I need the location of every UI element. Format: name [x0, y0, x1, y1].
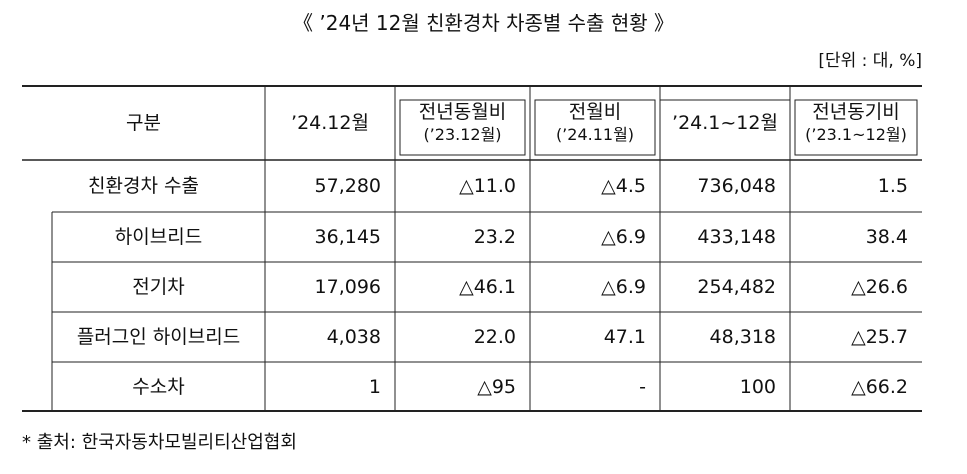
- cell-value: △6.9: [601, 226, 646, 248]
- header-cell: 전월비 (’24.11월): [530, 86, 660, 160]
- cell-value: -: [639, 375, 646, 398]
- row-label: 플러그인 하이브리드: [76, 326, 241, 348]
- cell-value: 433,148: [697, 226, 776, 248]
- header-sub: (’23.1~12월): [805, 125, 907, 144]
- cell-value: 254,482: [697, 276, 776, 298]
- cell-value: △6.9: [601, 276, 646, 298]
- cell-value: 47.1: [603, 326, 646, 348]
- header-cell: ’24.1~12월: [660, 86, 790, 160]
- header-label: 구분: [126, 112, 161, 134]
- cell-value: 23.2: [473, 226, 516, 248]
- header-sub: (’23.12월): [423, 125, 502, 144]
- cell-value: 736,048: [697, 175, 776, 197]
- row-label: 친환경차 수출: [88, 175, 199, 197]
- cell-value: △11.0: [459, 175, 516, 197]
- cell-value: 22.0: [473, 326, 516, 348]
- row-label: 하이브리드: [114, 226, 203, 248]
- header-label: ’24.12월: [291, 112, 369, 134]
- header-label: 전월비: [568, 101, 622, 123]
- row-label: 전기차: [132, 276, 185, 298]
- cell-value: 4,038: [326, 326, 381, 348]
- header-sub: (’24.11월): [555, 125, 635, 144]
- header-label: 전년동기비: [812, 101, 900, 123]
- cell-value: △4.5: [601, 175, 646, 197]
- cell-value: △66.2: [851, 375, 908, 398]
- header-cell: ’24.12월: [265, 86, 395, 160]
- cell-value: 1: [368, 375, 381, 398]
- unit: [단위 : 대, %]: [818, 51, 922, 71]
- header-label: 전년동월비: [418, 101, 507, 123]
- cell-value: △95: [477, 375, 516, 398]
- header-cell: 전년동월비 (’23.12월): [395, 86, 530, 160]
- source-note: * 출처: 한국자동차모빌리티산업협회: [22, 432, 297, 453]
- cell-value: 48,318: [709, 326, 776, 348]
- header-cell: 전년동기비 (’23.1~12월): [790, 86, 922, 160]
- cell-value: △26.6: [851, 276, 908, 298]
- row-label: 수소차: [132, 375, 185, 398]
- cell-value: 36,145: [314, 226, 381, 248]
- header-cell: 구분: [22, 86, 265, 160]
- cell-value: 57,280: [314, 175, 381, 197]
- cell-value: 100: [739, 375, 776, 398]
- header-label: ’24.1~12월: [672, 112, 778, 134]
- cell-value: △25.7: [851, 326, 908, 348]
- cell-value: 1.5: [877, 175, 908, 197]
- cell-value: 17,096: [314, 276, 381, 298]
- cell-value: △46.1: [459, 276, 516, 298]
- cell-value: 38.4: [865, 226, 908, 248]
- title: 《 ’24년 12월 친환경차 차종별 수출 현황 》: [293, 11, 674, 35]
